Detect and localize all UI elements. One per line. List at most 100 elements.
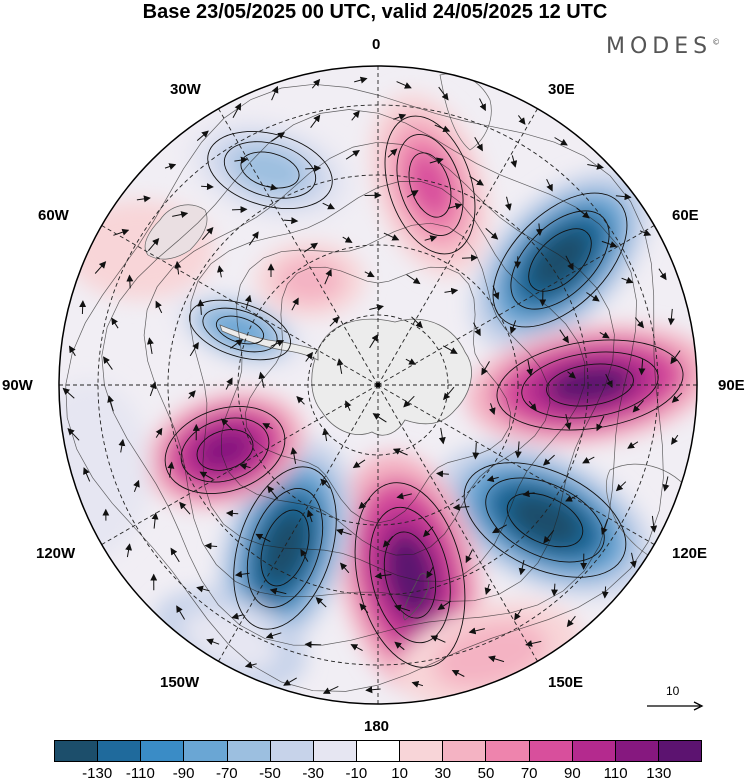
wind-arrow — [67, 427, 80, 441]
colorbar-tick-label: 70 — [520, 765, 538, 782]
wind-arrow — [600, 519, 609, 535]
wind-arrow — [542, 454, 555, 466]
wind-arrow — [474, 136, 483, 152]
label-lon-90w: 90W — [2, 377, 33, 394]
wind-arrow — [517, 115, 526, 125]
wind-arrow — [283, 677, 297, 686]
map-boundary — [58, 65, 698, 705]
wind-arrow — [244, 661, 257, 669]
wind-arrow — [650, 515, 658, 533]
wind-arrow — [359, 603, 369, 614]
wind-arrow — [322, 202, 336, 210]
wind-arrow — [582, 456, 595, 464]
wind-arrow — [437, 600, 452, 610]
wind-arrow — [509, 320, 517, 334]
wind-arrow — [136, 195, 151, 203]
wind-arrow — [354, 76, 368, 84]
wind-arrow — [488, 655, 505, 663]
wind-arrow — [176, 605, 186, 620]
anomaly-center — [59, 380, 150, 560]
label-lon-0: 0 — [372, 36, 381, 53]
wind-arrow — [423, 526, 434, 538]
wind-arrow — [434, 124, 451, 133]
wind-arrow — [394, 604, 411, 612]
colorbar-cell — [356, 741, 401, 761]
wind-arrow — [113, 228, 130, 236]
colorbar-ticks: -130 -110 -90 -70 -50 -30 -10 10 30 50 70 90 110 130 — [54, 765, 702, 783]
wind-arrow — [283, 217, 299, 225]
colorbar-tick-label: 90 — [564, 765, 581, 782]
wind-arrow — [443, 386, 455, 401]
colorbar-cell — [98, 741, 142, 761]
wind-arrow — [305, 351, 314, 362]
wind-arrow — [270, 132, 286, 142]
reference-vector: 10 — [644, 684, 706, 714]
latitude-circle — [97, 104, 659, 666]
wind-arrow — [290, 447, 298, 464]
wind-arrow — [351, 110, 360, 121]
wind-arrow — [554, 137, 568, 146]
colorbar-tick-label: 110 — [603, 765, 628, 782]
wind-arrow — [601, 240, 618, 248]
wind-arrow — [336, 358, 344, 374]
streamline — [354, 482, 466, 668]
colorbar-cell — [615, 741, 659, 761]
wind-arrow — [189, 341, 199, 357]
wind-arrow — [329, 316, 340, 327]
wind-arrow — [615, 193, 632, 201]
streamline — [246, 488, 324, 608]
wind-arrow — [565, 255, 574, 271]
wind-arrow — [336, 528, 352, 536]
wind-arrow — [629, 552, 637, 569]
colorbar-cell — [184, 741, 228, 761]
wind-arrow — [231, 612, 244, 620]
wind-arrow — [107, 395, 115, 412]
wind-arrow — [662, 476, 670, 492]
colorbar-tick-label: 50 — [477, 765, 495, 782]
wind-arrow — [199, 471, 214, 480]
wind-arrow — [170, 547, 180, 563]
colorbar-tick-label: -50 — [259, 765, 281, 782]
wind-arrow — [396, 492, 412, 500]
wind-arrow — [255, 533, 271, 543]
wind-arrow — [310, 114, 321, 128]
wind-arrow — [265, 632, 282, 639]
wind-arrow — [667, 308, 675, 326]
wind-arrow — [559, 329, 569, 344]
wind-arrow — [262, 423, 273, 430]
wind-arrow — [364, 270, 375, 278]
wind-arrow — [469, 175, 484, 186]
colorbar-cell — [141, 741, 185, 761]
wind-arrow — [403, 395, 415, 408]
wind-arrow — [196, 585, 210, 593]
wind-arrow — [339, 562, 350, 574]
wind-arrow — [126, 274, 134, 289]
wind-arrow — [567, 371, 576, 379]
wind-arrow — [68, 345, 76, 357]
wind-arrow — [206, 638, 220, 646]
wind-arrow — [551, 583, 558, 597]
wind-arrow — [436, 470, 449, 478]
wind-arrow — [488, 403, 496, 415]
wind-arrow — [197, 299, 205, 315]
wind-arrow — [146, 337, 154, 354]
wind-arrow — [396, 81, 412, 89]
colorbar-cell — [400, 741, 444, 761]
wind-arrow — [269, 587, 287, 595]
anomaly-center — [437, 443, 653, 597]
wind-arrow — [172, 211, 189, 218]
wind-arrow — [465, 549, 473, 564]
wind-arrow — [486, 475, 499, 483]
wind-arrow — [232, 102, 242, 119]
colorbar-tick-label: -30 — [302, 765, 325, 782]
wind-arrow — [479, 98, 486, 112]
wind-arrow — [596, 415, 605, 432]
anomaly-center — [470, 170, 650, 350]
colorbar — [54, 740, 702, 762]
wind-arrow — [322, 685, 339, 694]
wind-arrow — [411, 680, 424, 688]
wind-arrow — [216, 265, 224, 278]
anomaly-center — [172, 290, 308, 370]
wind-arrow — [621, 277, 634, 284]
streamline — [384, 115, 476, 255]
